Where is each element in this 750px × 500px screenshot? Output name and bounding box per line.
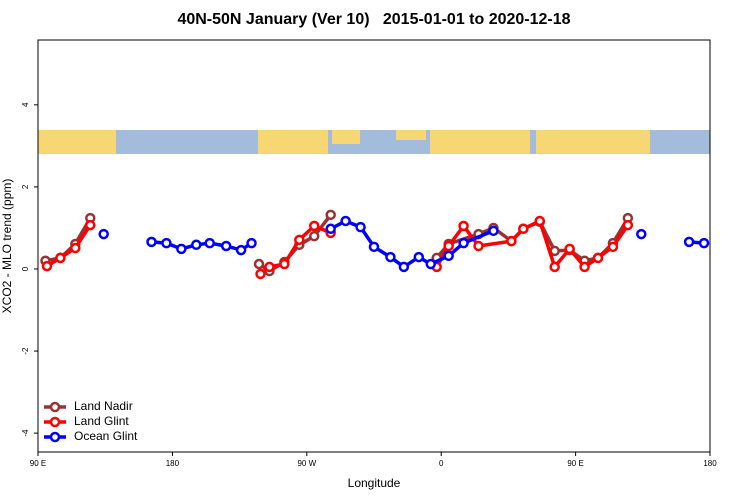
- y-tick-label: 4: [21, 102, 30, 107]
- x-tick-label: 90 E: [30, 459, 46, 468]
- data-point: [98, 228, 109, 240]
- data-point: [398, 261, 410, 273]
- data-point: [253, 258, 265, 270]
- x-tick-label: 90 E: [567, 459, 583, 468]
- data-point: [458, 237, 469, 249]
- data-point: [368, 241, 380, 253]
- series-line: [46, 219, 630, 276]
- data-point: [549, 261, 560, 273]
- data-point: [204, 237, 215, 249]
- y-tick-label: -4: [21, 429, 30, 437]
- data-point: [41, 260, 53, 272]
- legend-label: Land Glint: [74, 414, 129, 428]
- data-point: [255, 268, 266, 280]
- y-tick-label: 2: [21, 184, 30, 189]
- data-point: [176, 243, 187, 255]
- data-point: [340, 215, 351, 227]
- data-point: [564, 243, 575, 255]
- world-map-strip: [38, 130, 710, 154]
- data-point: [592, 252, 604, 264]
- legend-marker: [49, 431, 61, 443]
- data-point: [279, 258, 290, 270]
- data-point: [70, 242, 81, 254]
- data-point: [425, 258, 436, 270]
- data-point: [443, 240, 454, 252]
- legend-label: Ocean Glint: [74, 429, 138, 443]
- data-point: [309, 230, 320, 242]
- data-point: [264, 261, 275, 273]
- data-point: [607, 241, 619, 253]
- data-point: [413, 251, 425, 263]
- data-point: [220, 240, 232, 252]
- data-point: [325, 223, 336, 235]
- data-point: [698, 237, 710, 249]
- data-point: [385, 251, 396, 263]
- data-point: [309, 220, 320, 232]
- x-tick-label: 90 W: [297, 459, 316, 468]
- chart-title: 40N-50N January (Ver 10) 2015-01-01 to 2…: [177, 11, 570, 28]
- data-point: [458, 220, 469, 232]
- data-point: [325, 209, 336, 221]
- data-point: [506, 235, 517, 247]
- x-axis-label: Longitude: [348, 476, 401, 490]
- data-point: [191, 239, 202, 251]
- data-point: [294, 234, 305, 246]
- data-point: [636, 228, 647, 240]
- data-point: [161, 237, 172, 249]
- data-point: [622, 219, 634, 231]
- y-tick-label: -2: [21, 347, 30, 355]
- y-axis-label: XCO2 - MLO trend (ppm): [0, 179, 14, 314]
- legend-marker: [49, 401, 61, 413]
- data-point: [518, 223, 529, 235]
- legend-marker: [49, 416, 61, 428]
- data-point: [246, 237, 257, 249]
- data-point: [683, 236, 695, 248]
- data-point: [534, 215, 546, 227]
- legend-label: Land Nadir: [74, 399, 133, 413]
- y-tick-label: 0: [21, 266, 30, 271]
- data-point: [473, 240, 484, 252]
- data-point: [55, 252, 66, 264]
- data-point: [235, 244, 247, 256]
- x-tick-label: 180: [703, 459, 717, 468]
- x-tick-label: 0: [439, 459, 444, 468]
- plot-frame: [37, 39, 711, 453]
- data-point: [146, 236, 157, 248]
- data-point: [443, 250, 454, 262]
- data-point: [85, 219, 96, 231]
- data-point: [355, 221, 366, 233]
- data-point: [488, 225, 499, 237]
- data-point: [579, 261, 590, 273]
- x-tick-label: 180: [166, 459, 180, 468]
